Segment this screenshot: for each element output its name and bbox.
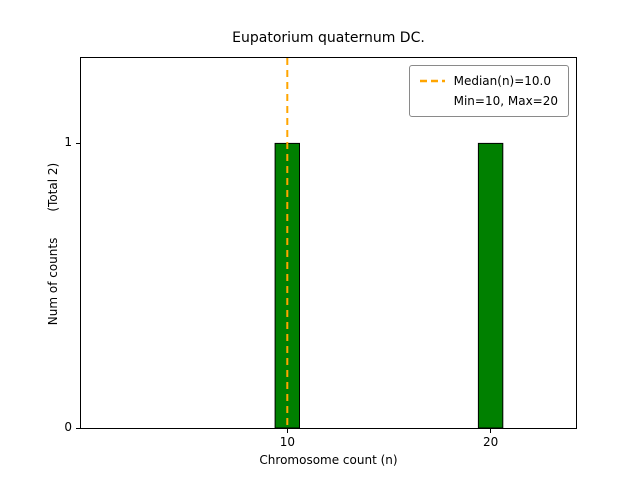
legend-row-minmax: Min=10, Max=20 bbox=[419, 91, 558, 111]
x-axis-label: Chromosome count (n) bbox=[259, 453, 398, 467]
bar bbox=[477, 142, 504, 428]
y-axis-label: Num of counts (Total 2) bbox=[46, 58, 62, 430]
x-tick-mark bbox=[286, 429, 288, 433]
plot-area: Median(n)=10.0 Min=10, Max=20 bbox=[80, 57, 577, 429]
chart-title: Eupatorium quaternum DC. bbox=[232, 30, 425, 46]
y-tick-label: 1 bbox=[64, 135, 72, 150]
y-axis-label-text: Num of counts bbox=[46, 237, 60, 326]
y-tick-label: 0 bbox=[64, 420, 72, 434]
legend-label-median: Median(n)=10.0 bbox=[453, 74, 551, 88]
legend-label-minmax: Min=10, Max=20 bbox=[453, 94, 558, 108]
y-axis-total-text: (Total 2) bbox=[46, 162, 60, 212]
legend-empty-handle bbox=[419, 96, 446, 106]
x-tick-mark bbox=[490, 429, 492, 433]
x-tick-label: 10 bbox=[279, 435, 295, 449]
plot-canvas bbox=[274, 58, 504, 428]
median-line-legend-icon bbox=[419, 79, 445, 83]
legend-row-median: Median(n)=10.0 bbox=[419, 71, 558, 91]
y-tick-mark bbox=[76, 142, 80, 144]
legend: Median(n)=10.0 Min=10, Max=20 bbox=[408, 65, 569, 117]
y-tick-mark bbox=[76, 427, 80, 429]
x-tick-label: 20 bbox=[482, 435, 499, 449]
